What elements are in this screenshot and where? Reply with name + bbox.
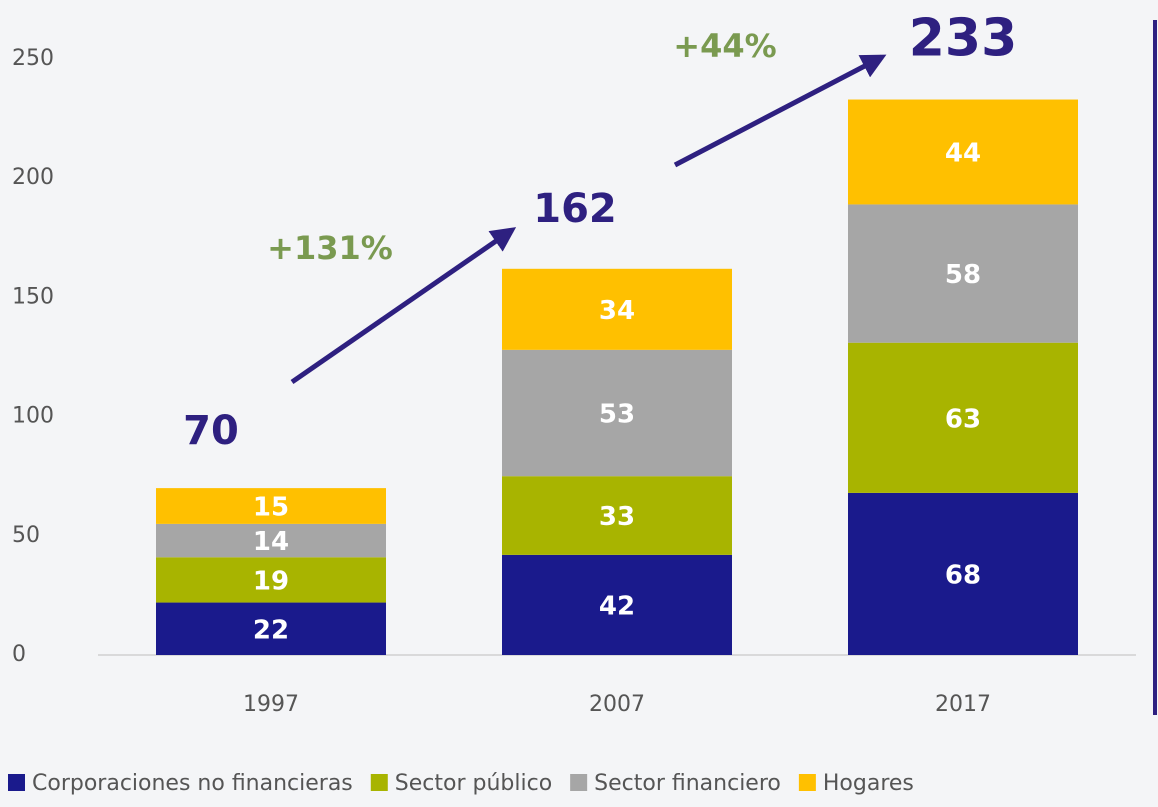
data-label: 53 — [599, 400, 635, 430]
x-tick-label: 2017 — [935, 692, 991, 717]
data-label: 63 — [945, 404, 981, 434]
bar-segment — [502, 268, 732, 350]
bar-segment — [502, 554, 732, 655]
bar-segment — [502, 349, 732, 477]
total-label: 70 — [183, 408, 239, 454]
y-tick-label: 50 — [12, 523, 40, 548]
y-tick-label: 250 — [12, 46, 54, 71]
legend-swatch — [370, 774, 388, 791]
bar-segment — [156, 488, 386, 524]
bar-segment — [156, 557, 386, 603]
growth-label: +44% — [673, 27, 776, 65]
legend-swatch — [570, 774, 588, 791]
growth-label: +131% — [267, 229, 393, 267]
legend-swatch — [8, 774, 25, 791]
y-tick-label: 100 — [12, 404, 54, 429]
legend-label: Sector financiero — [594, 771, 781, 796]
y-tick-label: 150 — [12, 284, 54, 309]
data-label: 34 — [599, 296, 635, 326]
growth-arrow — [673, 54, 887, 168]
total-label: 162 — [533, 186, 617, 232]
data-label: 14 — [253, 527, 289, 557]
data-label: 33 — [599, 502, 635, 532]
x-tick-label: 2007 — [589, 692, 645, 717]
data-label: 68 — [945, 560, 981, 590]
bar-segment — [156, 602, 386, 655]
data-label: 44 — [945, 138, 981, 168]
y-tick-label: 0 — [12, 642, 26, 667]
legend-label: Sector público — [395, 771, 552, 796]
data-label: 19 — [253, 566, 289, 596]
total-label: 233 — [909, 9, 1018, 69]
legend-label: Corporaciones no financieras — [32, 771, 353, 796]
growth-arrow — [290, 227, 517, 385]
bar-segment — [156, 523, 386, 558]
data-label: 42 — [599, 591, 635, 621]
bar-segment — [848, 99, 1078, 205]
legend-label: Hogares — [823, 771, 914, 796]
bar-segment — [502, 476, 732, 555]
bar-segment — [848, 342, 1078, 493]
data-label: 22 — [253, 615, 289, 645]
data-label: 58 — [945, 260, 981, 290]
y-tick-label: 200 — [12, 165, 54, 190]
x-tick-label: 1997 — [243, 692, 299, 717]
bar-segment — [848, 204, 1078, 343]
data-label: 15 — [253, 493, 289, 523]
legend-swatch — [798, 774, 816, 791]
bar-segment — [848, 492, 1078, 655]
